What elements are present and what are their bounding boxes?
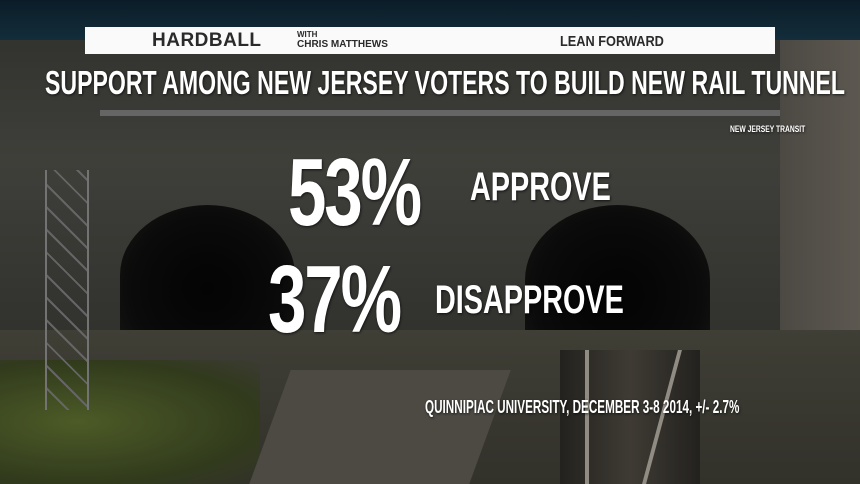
approve-percent: 53% bbox=[288, 139, 422, 246]
graphic-title: SUPPORT AMONG NEW JERSEY VOTERS TO BUILD… bbox=[45, 64, 846, 101]
disapprove-percent: 37% bbox=[268, 246, 402, 353]
show-host: CHRIS MATTHEWS bbox=[297, 39, 388, 50]
approve-label: APPROVE bbox=[470, 165, 611, 209]
tunnel-left bbox=[120, 205, 295, 345]
disapprove-label: DISAPPROVE bbox=[435, 278, 624, 322]
show-logo: HARDBALL bbox=[152, 30, 262, 51]
poll-source: QUINNIPIAC UNIVERSITY, DECEMBER 3-8 2014… bbox=[425, 397, 740, 417]
show-banner bbox=[85, 27, 775, 54]
photo-credit: NEW JERSEY TRANSIT bbox=[730, 124, 806, 134]
show-logo-with: WITH bbox=[297, 30, 318, 39]
network-slogan: LEAN FORWARD bbox=[560, 33, 664, 50]
